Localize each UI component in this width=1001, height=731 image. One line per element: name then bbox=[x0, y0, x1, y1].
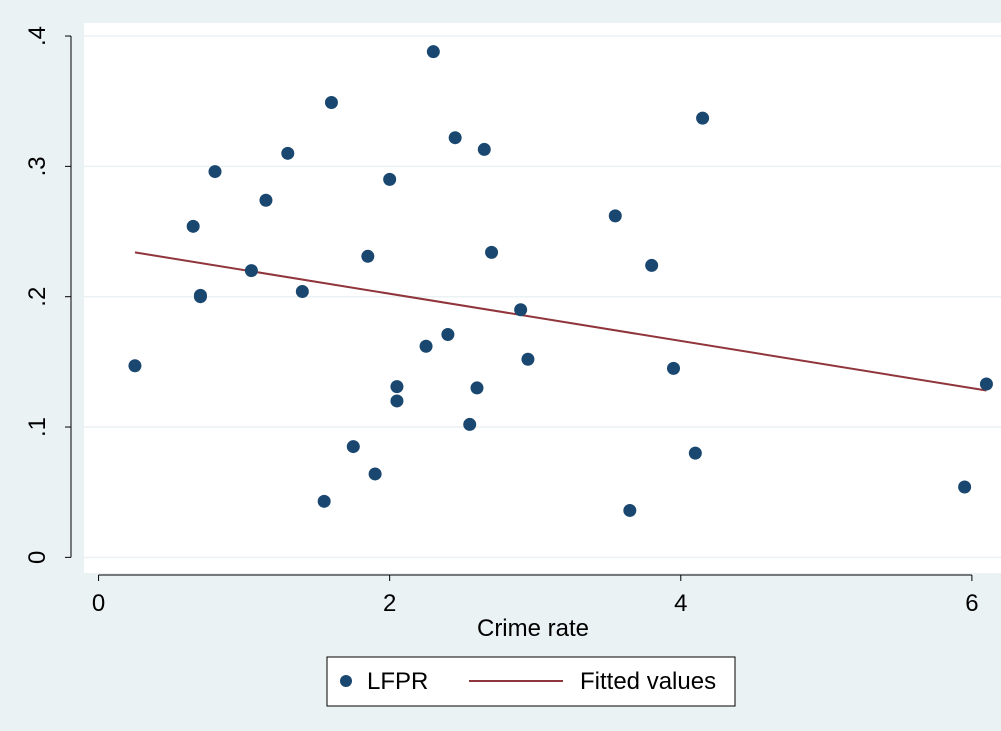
data-point bbox=[383, 172, 397, 186]
data-point bbox=[667, 361, 680, 375]
data-point bbox=[244, 264, 258, 278]
data-point bbox=[623, 503, 637, 517]
data-point bbox=[485, 245, 499, 259]
data-point bbox=[979, 377, 993, 391]
legend: LFPR Fitted values bbox=[326, 656, 736, 707]
y-tick-label: .3 bbox=[24, 156, 51, 176]
data-point bbox=[317, 494, 331, 508]
data-point bbox=[193, 290, 207, 304]
plot-series bbox=[128, 45, 993, 517]
x-tick-label: 6 bbox=[965, 590, 978, 617]
legend-marker-lfpr bbox=[340, 675, 352, 687]
data-point bbox=[608, 209, 622, 223]
data-point bbox=[958, 480, 972, 494]
fitted-line bbox=[134, 251, 987, 392]
data-point bbox=[419, 339, 433, 353]
data-point bbox=[368, 467, 382, 481]
data-point bbox=[390, 394, 404, 408]
data-point bbox=[463, 417, 477, 431]
legend-label-fitted: Fitted values bbox=[580, 668, 716, 695]
data-point bbox=[186, 219, 200, 233]
x-axis-title: Crime rate bbox=[477, 615, 589, 642]
x-tick-label: 4 bbox=[674, 590, 687, 617]
data-point bbox=[448, 131, 462, 145]
data-point bbox=[390, 380, 404, 394]
data-point bbox=[128, 359, 142, 373]
data-point bbox=[281, 146, 295, 160]
data-point bbox=[295, 284, 309, 298]
data-point bbox=[521, 352, 535, 366]
y-tick-label: .1 bbox=[24, 417, 51, 437]
data-point bbox=[470, 381, 484, 395]
data-point bbox=[645, 258, 659, 272]
plot-area-background bbox=[84, 23, 1001, 573]
y-tick-label: .4 bbox=[24, 26, 51, 46]
legend-label-lfpr: LFPR bbox=[367, 668, 428, 695]
data-point bbox=[696, 111, 710, 125]
x-tick-label: 0 bbox=[92, 590, 105, 617]
data-point bbox=[477, 142, 491, 156]
data-point bbox=[688, 446, 702, 460]
axes: 0 .1 .2 .3 .4 0 2 4 6 bbox=[24, 26, 979, 617]
x-tick-label: 2 bbox=[383, 590, 396, 617]
data-point bbox=[361, 249, 375, 263]
y-tick-label: .2 bbox=[24, 287, 51, 307]
data-point bbox=[514, 303, 528, 317]
y-tick-label: 0 bbox=[24, 551, 51, 564]
data-point bbox=[346, 440, 360, 454]
data-point bbox=[324, 96, 338, 110]
data-point bbox=[259, 193, 273, 207]
data-point bbox=[426, 45, 440, 59]
data-point bbox=[441, 327, 455, 341]
data-point bbox=[208, 165, 222, 179]
grid-lines bbox=[84, 35, 1001, 559]
